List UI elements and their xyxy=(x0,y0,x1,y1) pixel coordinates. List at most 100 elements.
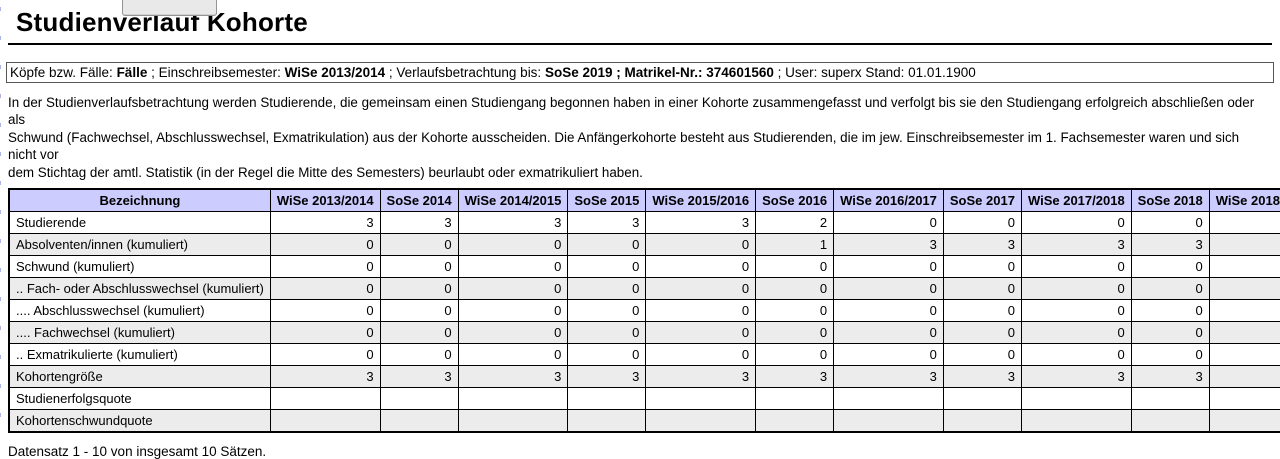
table-cell xyxy=(755,409,835,433)
table-cell: 0 xyxy=(645,277,757,301)
row-label: Kohortenschwundquote xyxy=(8,409,271,433)
table-cell: 3 xyxy=(567,211,647,235)
table-cell xyxy=(755,387,835,411)
filter-summary-part: ; Matrikel-Nr.: xyxy=(612,65,707,80)
filter-summary-part: SoSe 2019 xyxy=(544,65,613,80)
header-row: Bezeichnung WiSe 2013/2014 SoSe 2014 WiSe 2… xyxy=(8,188,1280,213)
table-cell: 0 xyxy=(1020,255,1132,279)
top-toolbar-button[interactable] xyxy=(122,0,217,16)
table-cell: 0 xyxy=(379,321,459,345)
table-cell: 0 xyxy=(269,255,381,279)
table-cell: 3 xyxy=(1130,233,1210,257)
table-cell: 0 xyxy=(942,321,1022,345)
table-cell: 0 xyxy=(1208,277,1280,301)
table-cell: 3 xyxy=(833,365,944,389)
table-cell: 0 xyxy=(1020,277,1132,301)
table-cell xyxy=(1208,387,1280,411)
table-cell: 0 xyxy=(379,233,459,257)
table-cell: 3 xyxy=(457,365,569,389)
table-cell: 0 xyxy=(379,299,459,323)
table-cell: 3 xyxy=(379,211,459,235)
column-header: WiSe 2014/2015 xyxy=(457,188,569,213)
table-row: .... Fachwechsel (kumuliert)000000000000 xyxy=(8,321,1280,345)
table-cell: 0 xyxy=(457,321,569,345)
table-cell: 0 xyxy=(567,321,647,345)
column-header: WiSe 2018/2019 xyxy=(1208,188,1280,213)
table-cell: 0 xyxy=(1208,343,1280,367)
table-cell: 0 xyxy=(645,321,757,345)
table-cell: 3 xyxy=(379,365,459,389)
table-cell xyxy=(1208,409,1280,433)
table-cell xyxy=(645,409,757,433)
table-cell: 0 xyxy=(755,299,835,323)
table-cell xyxy=(567,387,647,411)
table-cell: 0 xyxy=(1208,321,1280,345)
table-cell: 0 xyxy=(942,255,1022,279)
table-cell: 0 xyxy=(645,255,757,279)
table-cell: 0 xyxy=(567,233,647,257)
table-cell xyxy=(1130,387,1210,411)
table-cell: 0 xyxy=(1208,255,1280,279)
table-cell: 0 xyxy=(269,321,381,345)
table-cell xyxy=(942,387,1022,411)
table-cell: 0 xyxy=(1020,321,1132,345)
table-cell: 0 xyxy=(942,299,1022,323)
table-cell: 3 xyxy=(269,211,381,235)
table-cell: 3 xyxy=(833,233,944,257)
table-cell: 3 xyxy=(269,365,381,389)
table-cell: 0 xyxy=(269,233,381,257)
table-cell: 0 xyxy=(645,299,757,323)
filter-summary-part: 374601560 xyxy=(706,65,774,80)
table-cell: 0 xyxy=(1020,343,1132,367)
table-cell: 0 xyxy=(833,277,944,301)
table-cell: 0 xyxy=(567,299,647,323)
column-header: SoSe 2015 xyxy=(567,188,647,213)
row-label: .... Fachwechsel (kumuliert) xyxy=(8,321,271,345)
table-row: .. Exmatrikulierte (kumuliert) 0 0 0 0 0 0 0 0 0 0… xyxy=(8,343,1280,367)
table-cell: 0 xyxy=(1130,277,1210,301)
table-cell: 3 xyxy=(567,365,647,389)
column-header: SoSe 2016 xyxy=(755,188,835,213)
table-cell: 3 xyxy=(755,365,835,389)
table-cell: 3 xyxy=(1020,365,1132,389)
table-cell: 0 xyxy=(755,321,835,345)
table-cell: 0 xyxy=(379,277,459,301)
table-row: .... Abschlusswechsel (kumuliert) 0 0 0 0 0 0 0… xyxy=(8,299,1280,323)
table-cell: 0 xyxy=(379,343,459,367)
table-cell: 0 xyxy=(1020,211,1132,235)
table-cell: 0 xyxy=(755,277,835,301)
table-cell: 0 xyxy=(567,277,647,301)
table-cell: 3 xyxy=(942,233,1022,257)
table-cell: 0 xyxy=(1020,299,1132,323)
table-cell xyxy=(942,409,1022,433)
filter-summary-bar: Köpfe bzw. Fälle: Fälle ; Einschreibseme… xyxy=(6,62,1274,83)
table-row: Absolventen/innen (kumuliert)00000133333… xyxy=(8,233,1280,257)
table-cell xyxy=(1020,409,1132,433)
table-cell xyxy=(379,409,459,433)
table-cell: 0 xyxy=(567,255,647,279)
table-cell: 3 xyxy=(942,365,1022,389)
table-row: Kohortenschwundquote0,00 xyxy=(8,409,1280,433)
table-cell xyxy=(457,387,569,411)
row-label: .. Exmatrikulierte (kumuliert) xyxy=(8,343,271,367)
table-cell: 0 xyxy=(379,255,459,279)
table-cell: 0 xyxy=(457,299,569,323)
row-label: .. Fach- oder Abschlusswechsel (kumulier… xyxy=(8,277,271,301)
table-cell: 3 xyxy=(1208,233,1280,257)
table-cell: 0 xyxy=(1130,299,1210,323)
table-cell: 0 xyxy=(1208,211,1280,235)
record-count: Datensatz 1 - 10 von insgesamt 10 Sätzen… xyxy=(8,444,267,459)
table-cell: 0 xyxy=(457,255,569,279)
filter-summary-part: ; Einschreibsemester: xyxy=(147,65,285,80)
table-row: Kohortengröße333333333333 xyxy=(8,365,1280,389)
table-cell: 0 xyxy=(457,233,569,257)
table-cell: 0 xyxy=(457,343,569,367)
table-header: Bezeichnung WiSe 2013/2014 SoSe 2014 WiSe 2… xyxy=(8,188,1280,213)
row-label: .... Abschlusswechsel (kumuliert) xyxy=(8,299,271,323)
table-cell: 0 xyxy=(942,343,1022,367)
table-cell: 0 xyxy=(567,343,647,367)
table-cell xyxy=(269,409,381,433)
table-cell: 0 xyxy=(833,299,944,323)
table-cell xyxy=(645,387,757,411)
column-header: SoSe 2014 xyxy=(379,188,459,213)
